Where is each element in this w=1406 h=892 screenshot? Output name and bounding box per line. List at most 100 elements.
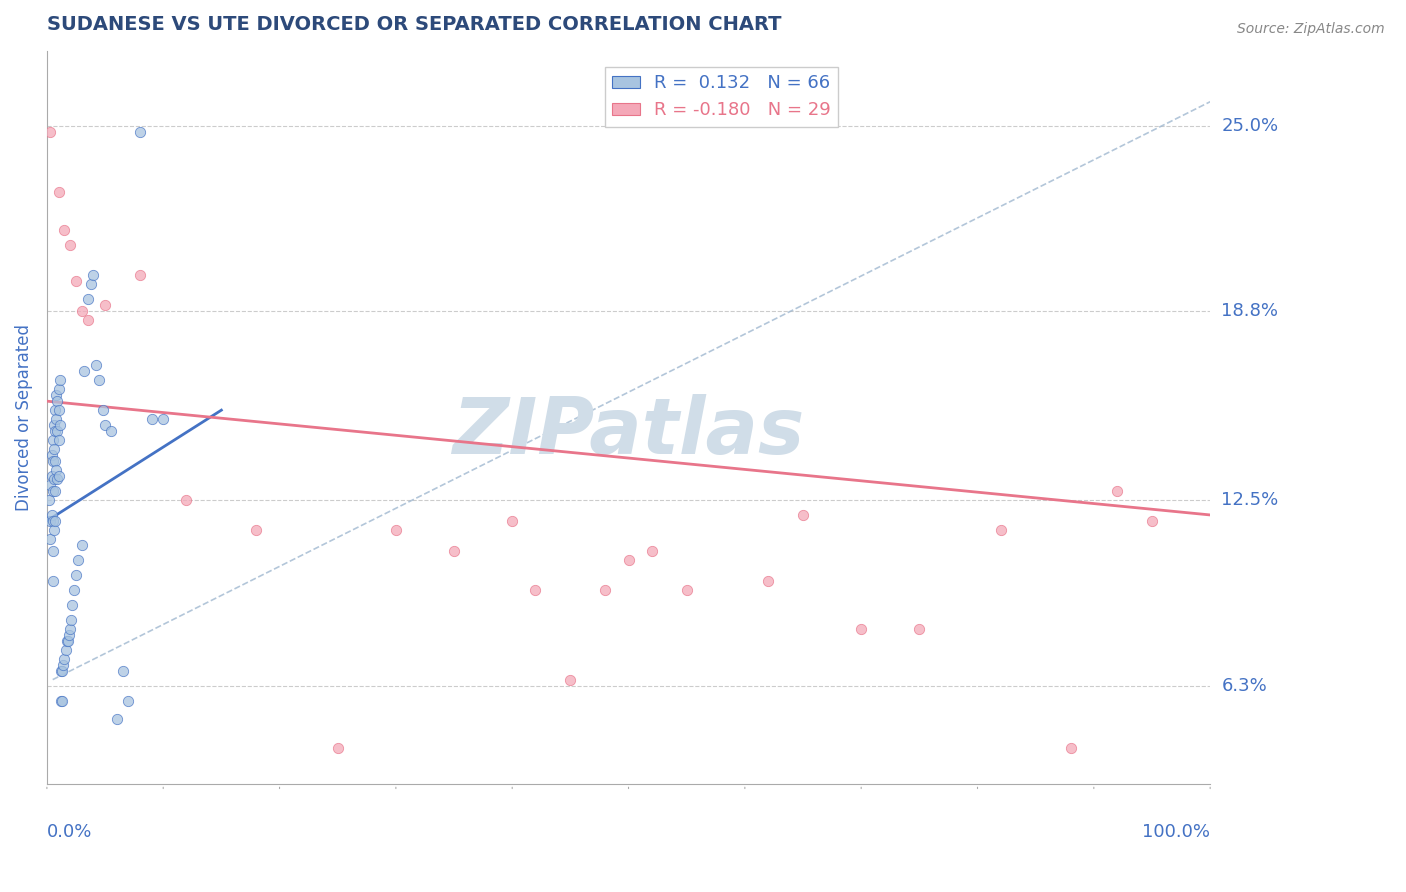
Point — [51, 693, 73, 707]
Point — [53, 223, 76, 237]
Point — [41, 574, 63, 588]
Point — [501, 514, 523, 528]
Point — [55, 642, 77, 657]
Point — [105, 712, 128, 726]
Point — [59, 622, 82, 636]
Point — [41, 433, 63, 447]
Point — [44, 403, 66, 417]
Point — [39, 478, 62, 492]
Point — [1059, 741, 1081, 756]
Point — [67, 553, 90, 567]
Text: SUDANESE VS UTE DIVORCED OR SEPARATED CORRELATION CHART: SUDANESE VS UTE DIVORCED OR SEPARATED CO… — [46, 15, 782, 34]
Point — [91, 403, 114, 417]
Point — [76, 313, 98, 327]
Point — [42, 442, 65, 456]
Point — [129, 125, 152, 139]
Point — [45, 412, 67, 426]
Point — [41, 544, 63, 558]
Point — [45, 463, 67, 477]
Point — [41, 508, 63, 522]
Point — [62, 582, 84, 597]
Point — [60, 613, 83, 627]
Point — [76, 293, 98, 307]
Point — [45, 388, 67, 402]
Point — [41, 483, 63, 498]
Point — [73, 364, 96, 378]
Point — [851, 622, 873, 636]
Point — [48, 418, 70, 433]
Point — [176, 493, 198, 508]
Point — [46, 472, 69, 486]
Point — [53, 651, 76, 665]
Point — [641, 544, 664, 558]
Point — [908, 622, 931, 636]
Point — [65, 274, 87, 288]
Point — [48, 185, 70, 199]
Point — [62, 598, 84, 612]
Point — [94, 418, 117, 433]
Point — [792, 508, 814, 522]
Point — [675, 582, 697, 597]
Point — [48, 433, 70, 447]
Point — [385, 523, 408, 537]
Text: 18.8%: 18.8% — [1222, 302, 1278, 320]
Point — [129, 268, 152, 283]
Text: 0.0%: 0.0% — [46, 823, 93, 841]
Point — [49, 693, 72, 707]
Point — [51, 664, 73, 678]
Point — [560, 673, 582, 687]
Point — [41, 469, 63, 483]
Point — [42, 472, 65, 486]
Point — [46, 424, 69, 438]
Point — [44, 454, 66, 468]
Text: 12.5%: 12.5% — [1222, 491, 1278, 509]
Text: 100.0%: 100.0% — [1142, 823, 1211, 841]
Point — [524, 582, 547, 597]
Point — [94, 298, 117, 312]
Point — [1140, 514, 1163, 528]
Point — [48, 373, 70, 387]
Point — [617, 553, 640, 567]
Point — [990, 523, 1012, 537]
Point — [46, 394, 69, 409]
Point — [55, 633, 77, 648]
Legend: R =  0.132   N = 66, R = -0.180   N = 29: R = 0.132 N = 66, R = -0.180 N = 29 — [605, 67, 838, 127]
Point — [65, 567, 87, 582]
Point — [59, 238, 82, 252]
Point — [70, 538, 93, 552]
Point — [39, 532, 62, 546]
Point — [82, 268, 104, 283]
Point — [326, 741, 349, 756]
Point — [100, 424, 122, 438]
Point — [39, 125, 62, 139]
Point — [84, 358, 107, 372]
Point — [245, 523, 267, 537]
Point — [89, 373, 111, 387]
Point — [48, 469, 70, 483]
Point — [152, 412, 174, 426]
Point — [38, 493, 60, 508]
Point — [56, 633, 79, 648]
Point — [756, 574, 779, 588]
Point — [58, 628, 80, 642]
Point — [42, 523, 65, 537]
Point — [443, 544, 465, 558]
Point — [1107, 483, 1129, 498]
Text: 25.0%: 25.0% — [1222, 117, 1278, 135]
Point — [80, 277, 103, 292]
Text: 6.3%: 6.3% — [1222, 677, 1267, 695]
Y-axis label: Divorced or Separated: Divorced or Separated — [15, 324, 32, 511]
Point — [44, 483, 66, 498]
Point — [52, 657, 75, 672]
Point — [41, 454, 63, 468]
Point — [141, 412, 163, 426]
Point — [48, 403, 70, 417]
Point — [48, 382, 70, 396]
Text: Source: ZipAtlas.com: Source: ZipAtlas.com — [1237, 22, 1385, 37]
Point — [49, 664, 72, 678]
Point — [117, 693, 139, 707]
Point — [42, 418, 65, 433]
Point — [44, 424, 66, 438]
Point — [111, 664, 134, 678]
Point — [39, 514, 62, 528]
